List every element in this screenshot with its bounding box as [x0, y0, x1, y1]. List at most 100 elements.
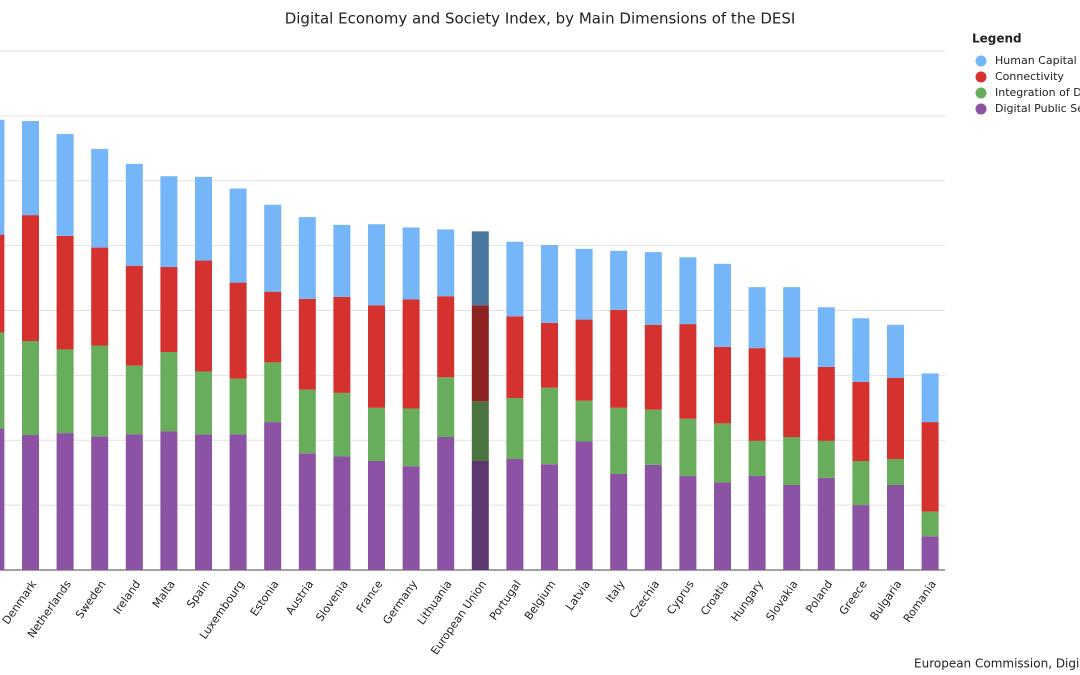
bar-segment — [333, 224, 351, 297]
bar-segment — [56, 433, 74, 570]
bar-segment — [921, 373, 939, 423]
bar-segment — [91, 345, 109, 437]
bar-segment — [644, 252, 662, 325]
bar-segment — [679, 324, 697, 419]
bar-segment — [748, 440, 766, 476]
bar-segment — [783, 437, 801, 486]
bar-segment — [506, 459, 524, 570]
bar-segment — [679, 418, 697, 476]
bar-segment — [437, 296, 455, 378]
bar-segment — [541, 387, 558, 465]
legend-label: Connectivity — [995, 70, 1064, 83]
bar-segment — [333, 296, 351, 393]
x-tick-label: Croatia — [698, 578, 731, 618]
bar-segment — [402, 299, 420, 409]
x-tick-label: France — [354, 578, 386, 616]
bar-segment — [91, 247, 109, 346]
bar-segment — [368, 224, 385, 306]
bar-segment — [783, 287, 801, 358]
bar-segment — [264, 204, 282, 292]
bar-segment — [298, 217, 316, 299]
x-tick-label: Estonia — [248, 578, 282, 619]
bar-segment — [125, 365, 143, 435]
bar-segment — [437, 229, 455, 297]
bar-segment — [298, 389, 316, 454]
bar-segment — [160, 267, 178, 353]
bar-segment — [229, 188, 247, 283]
bar-segment — [506, 241, 524, 317]
bar-segment — [714, 346, 731, 424]
bar-segment — [0, 428, 5, 570]
bar-segment — [748, 475, 766, 570]
bar-segment — [575, 248, 593, 320]
bar-segment — [298, 453, 316, 570]
bar-segment — [333, 392, 351, 457]
x-tick-label: Ireland — [111, 578, 143, 617]
bar-segment — [264, 422, 282, 570]
bar-segment — [610, 407, 628, 474]
bar-segment — [575, 400, 593, 442]
x-tick-label: Hungary — [728, 578, 766, 624]
x-tick-label: Portugal — [487, 578, 524, 623]
x-tick-label: Bulgaria — [868, 578, 905, 623]
bar-segment — [852, 505, 870, 570]
bar-segment — [298, 298, 316, 390]
x-tick-label: Latvia — [563, 578, 593, 613]
bar-segment — [506, 316, 524, 399]
bar-segment — [195, 371, 212, 435]
chart-title: Digital Economy and Society Index, by Ma… — [285, 10, 796, 28]
bar-segment — [575, 319, 593, 401]
bar-segment — [644, 324, 662, 410]
bar-segment — [541, 322, 558, 388]
bar-segment — [714, 263, 731, 347]
bar-segment — [91, 148, 109, 248]
bar-segment — [471, 401, 489, 462]
x-tick-label: Spain — [184, 578, 212, 611]
bar-segment — [0, 119, 5, 235]
bar-segment — [679, 475, 697, 570]
bar-segment — [471, 231, 489, 306]
legend-swatch — [975, 103, 987, 115]
bar-segment — [748, 348, 766, 441]
bar-segment — [887, 485, 904, 570]
x-tick-label: Sweden — [73, 578, 109, 621]
bar-segment — [783, 357, 801, 438]
bar-segment — [541, 244, 558, 323]
bar-segment — [402, 227, 420, 300]
x-tick-label: Poland — [803, 578, 835, 616]
bar-segment — [229, 434, 247, 570]
bar-segment — [644, 409, 662, 465]
bar-segment — [229, 378, 247, 435]
bar-segment — [817, 307, 835, 367]
bar-segment — [471, 461, 489, 570]
x-tick-label: Slovenia — [313, 578, 351, 624]
bar-segment — [610, 473, 628, 570]
bar-segment — [575, 441, 593, 570]
bar-segment — [22, 340, 39, 436]
bar-segment — [714, 423, 731, 483]
bar-segment — [160, 352, 178, 432]
bar-segment — [610, 309, 628, 408]
bar-segment — [125, 434, 143, 570]
bar-segment — [195, 434, 212, 570]
bar-segment — [644, 464, 662, 570]
bar-segment — [437, 377, 455, 438]
x-tick-label: Malta — [150, 578, 178, 610]
bar-segment — [22, 215, 39, 341]
bar-segment — [0, 234, 5, 333]
bar-segment — [817, 477, 835, 570]
bar-segment — [437, 437, 455, 570]
legend-title: Legend — [972, 32, 1022, 46]
x-tick-label: Greece — [837, 578, 870, 618]
legend-label: Integration of D — [995, 86, 1080, 99]
bar-segment — [921, 422, 939, 512]
legend-swatch — [975, 71, 987, 83]
x-tick-label: Slovakia — [763, 578, 800, 623]
bar-segment — [921, 536, 939, 570]
bar-segment — [817, 366, 835, 441]
bar-segment — [402, 408, 420, 467]
bar-segment — [195, 260, 212, 372]
bar-segment — [91, 436, 109, 570]
x-tick-label: Cyprus — [664, 578, 697, 617]
